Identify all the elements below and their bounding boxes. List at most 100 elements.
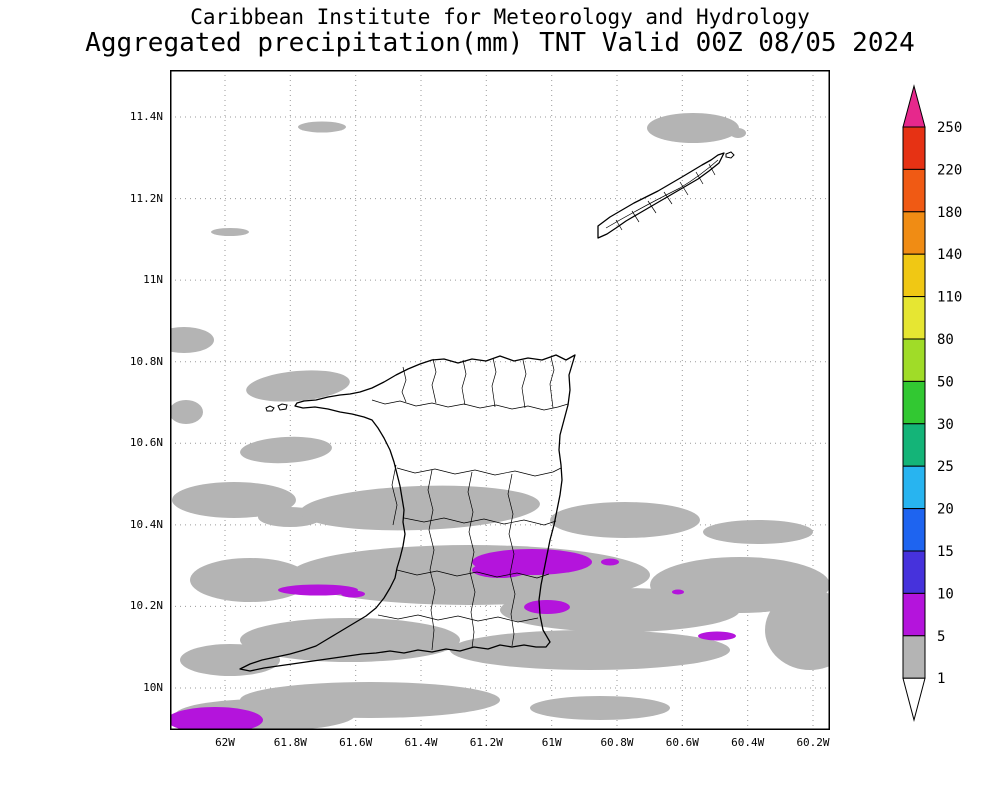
colorbar-segment	[902, 253, 926, 298]
lat-tick-label: 10.2N	[129, 599, 163, 613]
colorbar-tick-label: 10	[937, 586, 954, 602]
precip-blob	[647, 113, 739, 143]
lon-tick-label: 60.6W	[665, 736, 699, 749]
precip-blob	[154, 327, 214, 353]
colorbar-segment	[902, 635, 926, 679]
precip-blob	[730, 128, 746, 138]
colorbar-legend: 250 220 180 140 110 80 50 30 25 20 15 10 5 1	[902, 84, 962, 722]
precip-blob	[169, 400, 203, 424]
longitude-axis: 62W 61.8W 61.6W 61.4W 61.2W 61W 60.8W 60.6W 60.4…	[170, 736, 830, 756]
precip-blob	[298, 121, 346, 133]
admin-boundary	[401, 366, 407, 403]
precip-blob	[703, 520, 813, 544]
colorbar-tick-label: 250	[937, 120, 962, 136]
colorbar-segment	[902, 338, 926, 382]
admin-boundary	[549, 356, 555, 409]
precip-blob-heavy	[472, 562, 528, 578]
page-subtitle: Aggregated precipitation(mm) TNT Valid 0…	[85, 28, 915, 58]
precip-blob	[530, 696, 670, 720]
colorbar-tick-label: 15	[937, 544, 954, 560]
latitude-axis: 11.4N 11.2N 11N 10.8N 10.6N 10.4N 10.2N 10N	[95, 0, 163, 800]
precip-blob	[246, 370, 350, 402]
lat-tick-label: 10N	[143, 681, 163, 694]
precip-blob	[180, 644, 280, 676]
colorbar-tick-label: 30	[937, 417, 954, 433]
tobago-admin-boundary	[605, 159, 719, 229]
precip-blob-heavy	[698, 631, 736, 641]
colorbar-tick-label: 110	[937, 290, 962, 306]
precip-blob-heavy	[341, 590, 365, 598]
bocas-islet	[265, 405, 275, 412]
admin-boundary	[396, 467, 562, 477]
colorbar-segment	[902, 296, 926, 340]
colorbar-tick-label: 140	[937, 247, 962, 263]
precip-blob	[240, 436, 332, 464]
precip-blob	[211, 228, 249, 236]
colorbar-segment	[902, 592, 926, 637]
admin-boundary	[431, 358, 437, 404]
precip-blob-heavy	[601, 558, 619, 566]
colorbar-tick-label: 180	[937, 205, 962, 221]
admin-boundary	[521, 359, 527, 409]
lat-tick-label: 10.8N	[129, 354, 163, 368]
colorbar-segment	[902, 126, 926, 170]
precip-blob	[300, 485, 540, 531]
lat-tick-label: 11N	[143, 273, 163, 287]
map-plot-area	[154, 70, 855, 733]
colorbar-arrow-below-min	[902, 677, 926, 722]
precip-blob-heavy	[278, 584, 358, 596]
lon-tick-label: 60.2W	[796, 736, 830, 749]
precipitation-map	[154, 70, 855, 733]
lon-tick-label: 61.2W	[469, 736, 503, 749]
lat-tick-label: 11.2N	[129, 191, 163, 205]
precip-shade-5-10mm	[167, 549, 736, 733]
precip-blob-heavy	[524, 600, 570, 614]
lat-tick-label: 10.4N	[129, 517, 163, 531]
little-tobago-islet	[725, 151, 735, 159]
coastlines	[239, 151, 735, 672]
lon-tick-label: 61.8W	[273, 736, 307, 749]
lon-tick-label: 61.4W	[404, 736, 438, 749]
precip-blob	[172, 482, 296, 518]
colorbar-segment	[902, 465, 926, 510]
admin-boundary	[396, 569, 550, 579]
admin-boundary	[491, 357, 497, 408]
colorbar-segment	[902, 168, 926, 213]
precip-blob-heavy	[672, 589, 684, 595]
trinidad-coastline	[239, 354, 576, 672]
colorbar-tick-label: 220	[937, 162, 962, 178]
colorbar-segment	[902, 211, 926, 255]
lat-tick-label: 10.6N	[129, 436, 163, 450]
admin-boundary	[391, 464, 398, 526]
tobago-admin-boundary	[615, 163, 716, 231]
bocas-islet	[277, 403, 288, 411]
colorbar-tick-label: 1	[937, 671, 945, 687]
precip-blob	[550, 502, 700, 538]
precip-blob-heavy	[167, 707, 263, 733]
lon-tick-label: 60.4W	[731, 736, 765, 749]
precip-blob	[500, 588, 740, 632]
admin-boundary	[427, 469, 436, 651]
precip-blob	[240, 618, 460, 662]
admin-boundary	[507, 473, 516, 647]
colorbar-tick-label: 5	[937, 629, 945, 645]
map-frame	[170, 70, 830, 730]
admin-boundaries	[371, 159, 719, 651]
lon-tick-label: 62W	[215, 736, 235, 749]
lon-tick-label: 61W	[541, 736, 562, 749]
precip-blob	[450, 630, 730, 670]
admin-boundary	[461, 359, 467, 406]
colorbar-segment	[902, 380, 926, 425]
colorbar-segment	[902, 508, 926, 552]
colorbar-segment	[902, 550, 926, 594]
colorbar-tick-label: 80	[937, 332, 954, 348]
admin-boundary	[377, 614, 539, 623]
lon-tick-label: 61.6W	[339, 736, 373, 749]
colorbar-tick-label: 20	[937, 502, 954, 518]
precip-blob	[190, 558, 310, 602]
colorbar-arrow-above-max	[902, 84, 926, 128]
lat-tick-label: 11.4N	[129, 110, 163, 123]
colorbar-tick-label: 25	[937, 459, 954, 475]
colorbar-segment	[902, 423, 926, 467]
